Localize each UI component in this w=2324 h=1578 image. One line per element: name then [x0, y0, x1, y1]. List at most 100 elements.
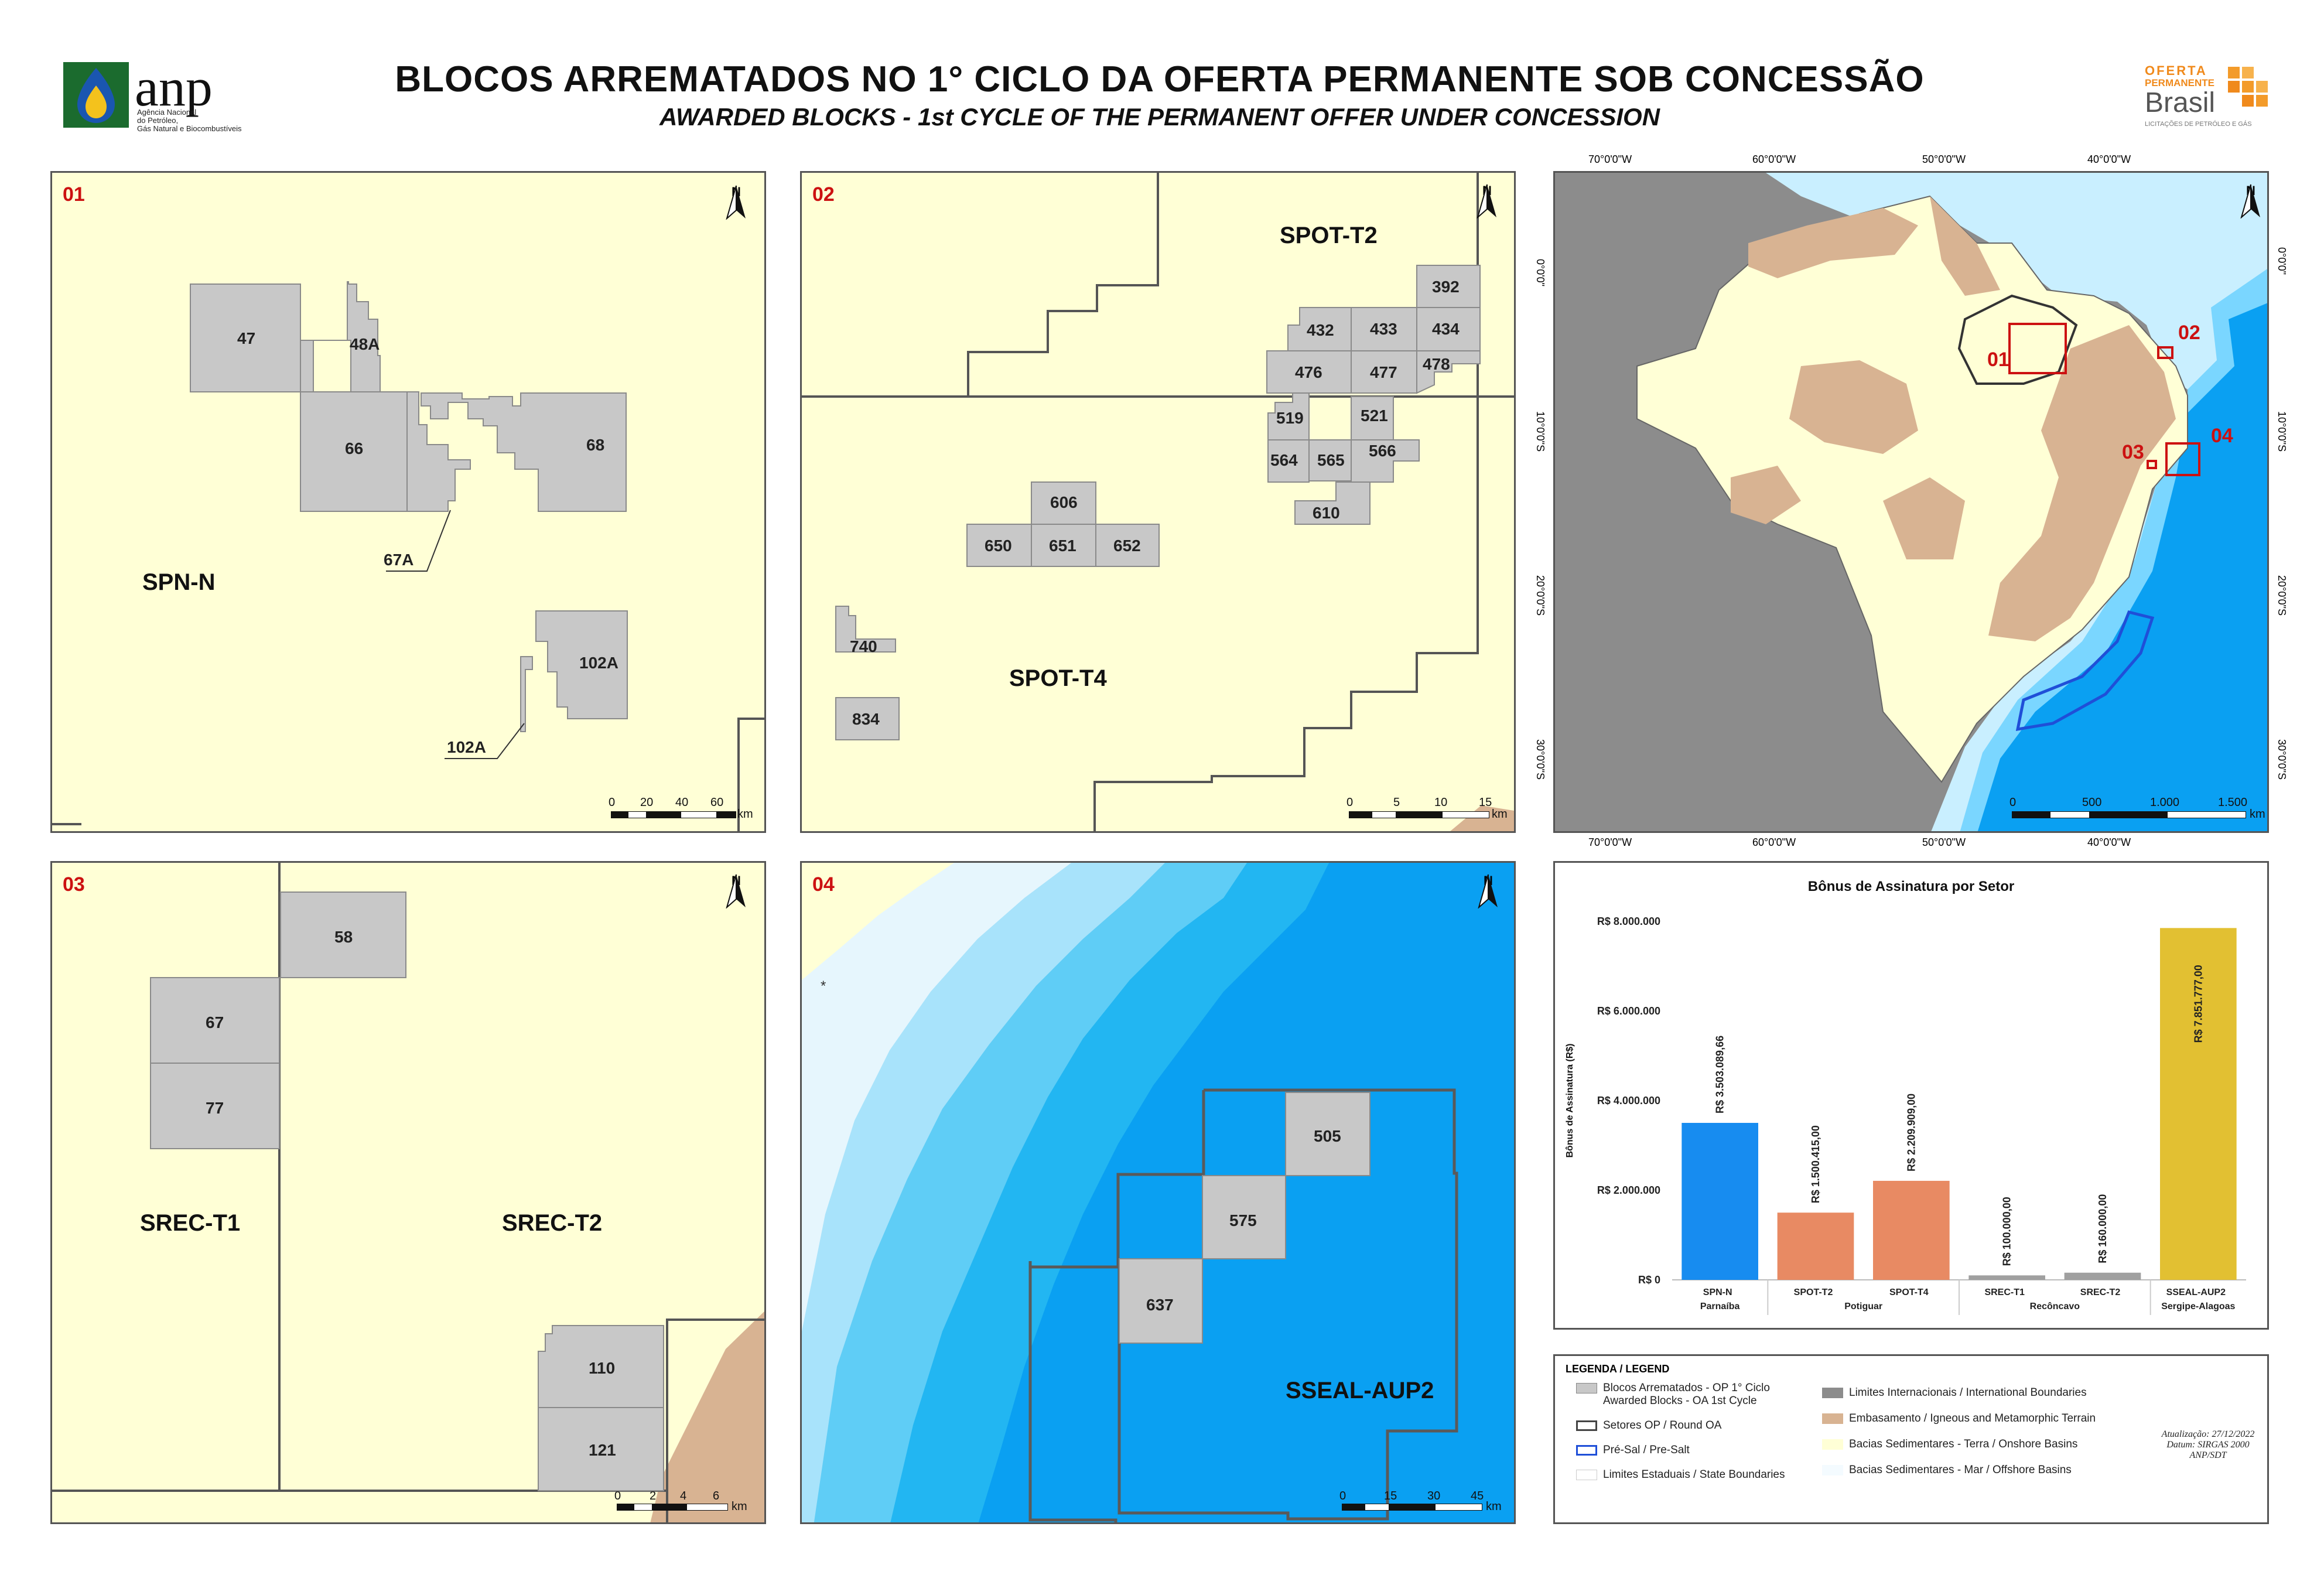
block-102A-west[interactable]	[520, 656, 533, 732]
block-110[interactable]	[538, 1325, 664, 1408]
block-58[interactable]	[280, 892, 406, 978]
chart-data-label: R$ 100.000,00	[2001, 1197, 2013, 1266]
block-606[interactable]	[1031, 481, 1096, 525]
block-834[interactable]	[835, 697, 900, 740]
block-label-566: 566	[1369, 442, 1396, 460]
block-label-433: 433	[1370, 320, 1397, 338]
map-panel-04: 04 * 505 575 637 SSEAL-AUP2 N 0 15 30 45…	[800, 861, 1516, 1524]
chart-data-label: R$ 2.209.909,00	[1905, 1094, 1917, 1171]
block-740[interactable]	[835, 606, 896, 653]
block-label-77: 77	[206, 1099, 224, 1117]
panel-number: 03	[63, 873, 85, 896]
north-arrow: N	[1477, 873, 1500, 908]
sector-label-spn-n: SPN-N	[142, 569, 215, 595]
chart-y-tick-label: R$ 4.000.000	[1597, 1095, 1660, 1106]
coast-marker: *	[821, 978, 826, 994]
sector-label-spot-t4: SPOT-T4	[1009, 665, 1107, 691]
sector-boundary-t2	[967, 173, 1159, 397]
update-stamp: Atualização: 27/12/2022 Datum: SIRGAS 20…	[2161, 1429, 2255, 1460]
chart-bar	[2160, 928, 2237, 1280]
op-logo-line1: OFERTA	[2145, 63, 2207, 78]
chart-x-tick-label: SPOT-T2	[1794, 1287, 1833, 1297]
block-610[interactable]	[1294, 481, 1371, 525]
block-48A[interactable]	[300, 281, 381, 399]
legend-item-basement: Embasamento / Igneous and Metamorphic Te…	[1822, 1412, 2096, 1425]
block-505[interactable]	[1285, 1092, 1371, 1176]
block-392[interactable]	[1416, 265, 1481, 308]
block-121[interactable]	[538, 1407, 664, 1491]
north-arrow: N	[2239, 183, 2263, 218]
scale-bar: 0 5 10 15 km	[1346, 796, 1508, 821]
legend-swatch-sectors	[1576, 1420, 1597, 1431]
block-label-121: 121	[589, 1441, 616, 1459]
block-label-47: 47	[237, 329, 255, 347]
block-label-565: 565	[1317, 451, 1345, 469]
legend-item-international: Limites Internacionais / International B…	[1822, 1386, 2087, 1399]
block-68[interactable]	[421, 392, 627, 512]
block-66-east[interactable]	[406, 391, 471, 512]
legend-swatch-international	[1822, 1388, 1843, 1398]
block-651[interactable]	[1031, 524, 1096, 567]
chart-group-label: Sergipe-Alagoas	[2161, 1302, 2235, 1311]
chart-y-axis-label: Bônus de Assinatura (R$)	[1565, 1044, 1575, 1158]
block-label-110: 110	[589, 1359, 615, 1377]
chart-bar	[1968, 1275, 2045, 1280]
legend-item-onshore: Bacias Sedimentares - Terra / Onshore Ba…	[1822, 1438, 2077, 1451]
chart-x-tick-label: SREC-T1	[1984, 1287, 2025, 1297]
block-477[interactable]	[1351, 350, 1417, 394]
block-label-67A: 67A	[384, 551, 413, 569]
sector-outline-west	[1116, 1090, 1205, 1267]
block-433[interactable]	[1351, 307, 1417, 351]
north-arrow: N	[724, 873, 748, 908]
block-47[interactable]	[190, 284, 301, 392]
block-564[interactable]	[1267, 439, 1310, 483]
block-637[interactable]	[1119, 1258, 1203, 1344]
chart-data-label: R$ 3.503.089,66	[1714, 1036, 1726, 1114]
chart-x-tick-label: SSEAL-AUP2	[2166, 1287, 2226, 1297]
oferta-permanente-logo: OFERTA PERMANENTE Brasil LICITAÇÕES DE P…	[2138, 63, 2272, 134]
chart-data-label: R$ 7.851.777,00	[2192, 965, 2204, 1043]
north-arrow-icon	[1478, 874, 1498, 908]
sector-outline-sw	[1028, 1267, 1117, 1522]
block-77[interactable]	[150, 1063, 280, 1149]
sector-boundary-east	[666, 1319, 764, 1491]
panel-number: 04	[812, 873, 835, 896]
block-478[interactable]	[1416, 350, 1481, 394]
anp-logo-icon	[63, 62, 129, 128]
block-label-564: 564	[1270, 451, 1298, 469]
block-label-651: 651	[1049, 537, 1076, 555]
block-label-478: 478	[1423, 355, 1450, 373]
legend-item-state: Limites Estaduais / State Boundaries	[1576, 1468, 1785, 1481]
chart-bar	[2064, 1272, 2141, 1280]
block-575[interactable]	[1202, 1175, 1286, 1259]
block-67[interactable]	[150, 977, 280, 1064]
lon-labels-bottom: 70°0'0"W 60°0'0"W 50°0'0"W 40°0'0"W	[1588, 836, 2131, 848]
legend-item-presalt: Pré-Sal / Pre-Salt	[1576, 1444, 1690, 1457]
sector-label-srec-t2: SREC-T2	[502, 1210, 602, 1236]
legend-item-blocks: Blocos Arrematados - OP 1° Ciclo Awarded …	[1576, 1382, 1770, 1408]
chart-group-label: Parnaíba	[1700, 1302, 1740, 1311]
op-logo-line2: PERMANENTE	[2145, 77, 2215, 88]
block-102A[interactable]	[535, 610, 628, 719]
chart-group-label: Recôncavo	[2030, 1302, 2080, 1311]
legend: LEGENDA / LEGEND Blocos Arrematados - OP…	[1553, 1354, 2269, 1524]
anp-logo-sub1: Agência Nacional	[137, 108, 197, 117]
block-label-48A: 48A	[350, 335, 380, 353]
block-label-519: 519	[1276, 409, 1304, 427]
block-label-67: 67	[206, 1013, 224, 1031]
chart-bar	[1777, 1212, 1854, 1280]
panel-number: 02	[812, 183, 835, 206]
block-434[interactable]	[1416, 307, 1481, 351]
scale-bar: 0 20 40 60 km	[609, 796, 753, 821]
land-onshore	[802, 863, 954, 980]
block-652[interactable]	[1095, 524, 1160, 567]
anp-logo: anp Agência Nacional do Petróleo, Gás Na…	[63, 57, 251, 133]
block-650[interactable]	[966, 524, 1032, 567]
bonus-chart-svg: Bônus de Assinatura por Setor Bônus de As…	[1565, 879, 2246, 1315]
chart-title: Bônus de Assinatura por Setor	[1808, 879, 2015, 894]
chart-data-label: R$ 160.000,00	[2097, 1194, 2108, 1263]
block-label-58: 58	[334, 928, 353, 946]
block-label-477: 477	[1370, 363, 1397, 381]
anp-logo-sub2: do Petróleo,	[137, 116, 179, 125]
bonus-chart: Bônus de Assinatura por Setor Bônus de As…	[1553, 861, 2269, 1330]
